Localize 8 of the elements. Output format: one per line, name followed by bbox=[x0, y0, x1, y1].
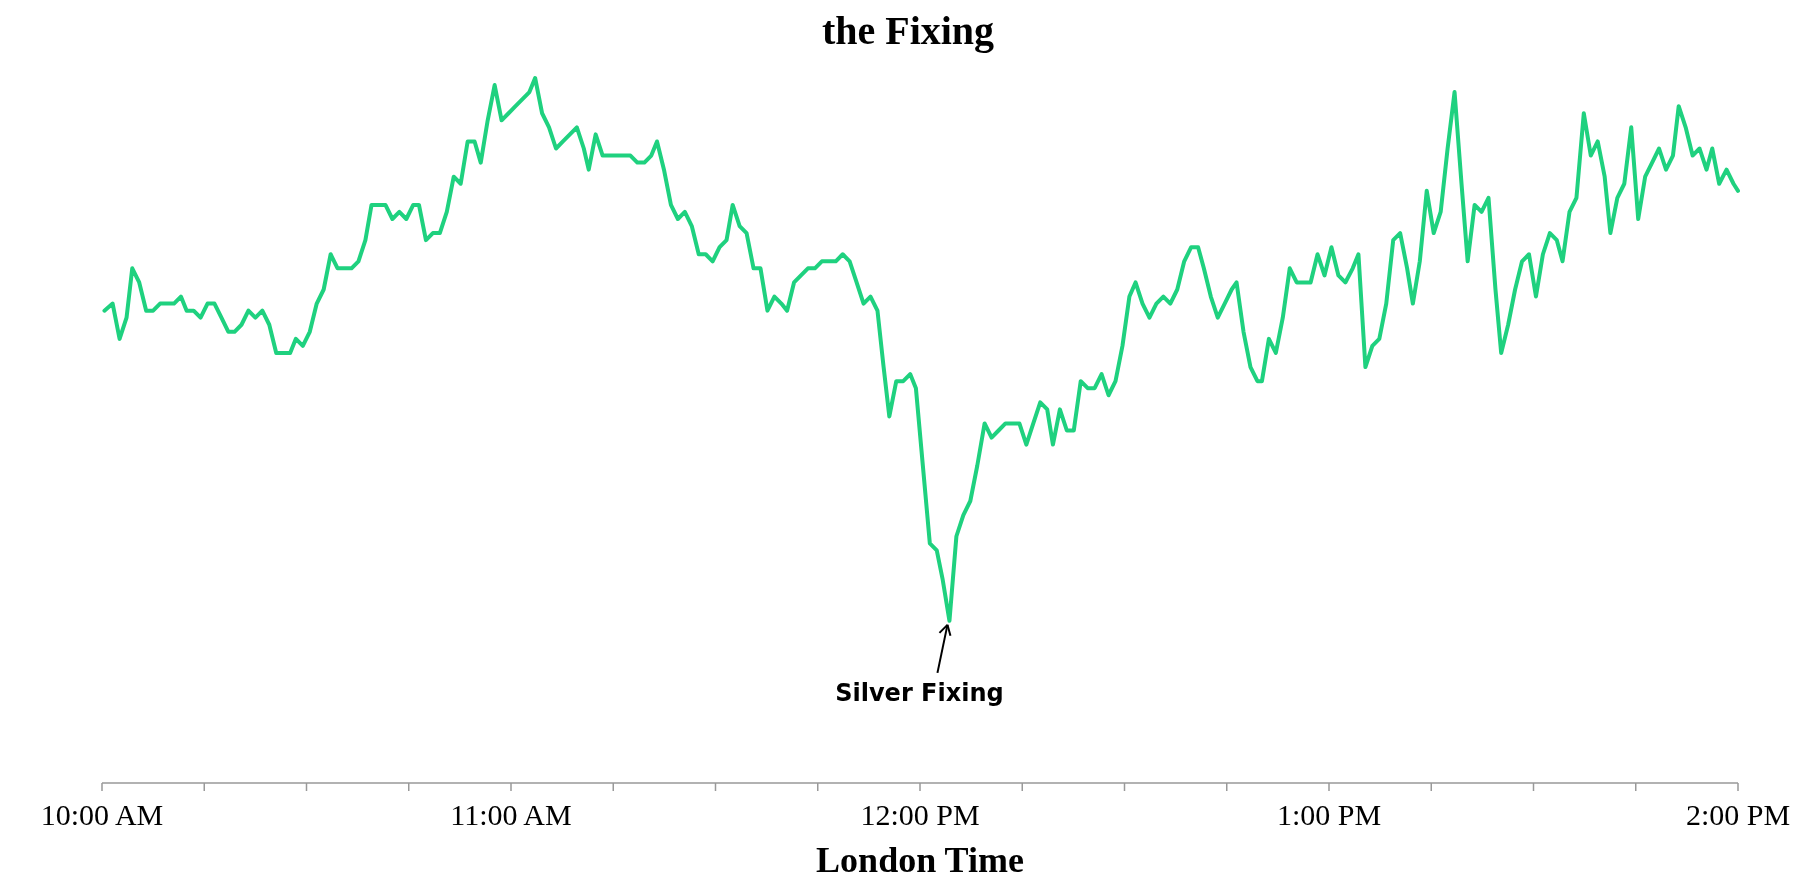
x-tick-label: 1:00 PM bbox=[1276, 798, 1382, 831]
x-tick-label: 10:00 AM bbox=[40, 798, 164, 831]
x-tick-label: 2:00 PM bbox=[1685, 798, 1791, 831]
x-tick-label: 11:00 AM bbox=[450, 798, 572, 831]
annotation: Silver Fixing bbox=[835, 678, 1004, 707]
x-tick-label: 12:00 PM bbox=[860, 798, 980, 831]
x-axis-title: London Time bbox=[816, 840, 1024, 880]
chart-title: the Fixing bbox=[821, 8, 995, 53]
